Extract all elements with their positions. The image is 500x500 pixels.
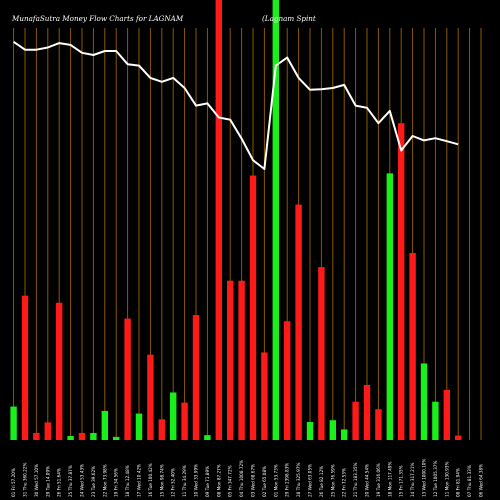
money-flow-bar bbox=[238, 280, 245, 440]
money-flow-bar bbox=[135, 413, 143, 440]
money-flow-bar bbox=[33, 432, 40, 440]
x-tick-label: 29 Tue 14.09% bbox=[45, 466, 50, 497]
money-flow-bar bbox=[352, 401, 359, 440]
x-tick-label: 08 Mon 87.27% bbox=[216, 464, 221, 497]
x-tick-label: 25 Thu 37.87% bbox=[68, 465, 73, 497]
x-tick-label: 18 Mon 117.49% bbox=[387, 462, 392, 497]
x-tick-label: 11 Thu 34.29% bbox=[182, 465, 187, 497]
x-tick-label: 05 Fri 347.72% bbox=[228, 465, 233, 497]
x-tick-label: 27 Wed 63.05% bbox=[308, 464, 313, 497]
money-flow-bar bbox=[306, 421, 314, 440]
money-flow-bar bbox=[21, 295, 29, 440]
x-tick-label: 06 Wed 64.38% bbox=[479, 464, 484, 497]
x-tick-label: 17 Wed 10.42% bbox=[137, 464, 142, 497]
x-tick-label: 22 Mon 73.98% bbox=[102, 464, 107, 497]
money-flow-bar bbox=[341, 429, 348, 440]
money-flow-bar bbox=[272, 0, 279, 440]
money-flow-bar bbox=[67, 436, 74, 440]
money-flow-bar bbox=[227, 280, 234, 440]
x-tick-label: 21 Thu 183.35% bbox=[353, 462, 358, 497]
x-tick-label: 12 Tue 1005.37% bbox=[433, 461, 438, 497]
x-tick-label: 19 Tue 316.06% bbox=[376, 463, 381, 497]
x-tick-label: 01 Mon 53.73% bbox=[273, 464, 278, 497]
money-flow-bar bbox=[386, 173, 393, 441]
x-tick-label: 15 Mon 98.74% bbox=[159, 464, 164, 497]
money-flow-bar bbox=[78, 432, 86, 440]
money-flow-bar bbox=[147, 354, 154, 440]
x-tick-label: 16 Tue 100.42% bbox=[148, 463, 153, 497]
x-tick-label: 26 Fri 51.64% bbox=[57, 468, 62, 497]
money-flow-bar bbox=[443, 389, 450, 440]
money-flow-bar bbox=[318, 267, 325, 440]
x-tick-label: 25 Mon 76.59% bbox=[330, 464, 335, 497]
money-flow-bar bbox=[44, 422, 51, 440]
x-tick-label: 04 Thu 1008.72% bbox=[239, 460, 244, 497]
money-flow-bar bbox=[215, 0, 222, 440]
money-flow-bar bbox=[284, 321, 291, 440]
money-flow-bar bbox=[10, 406, 17, 440]
money-flow-bar bbox=[363, 385, 371, 440]
money-flow-bar bbox=[329, 420, 336, 440]
x-tick-label: 29 Fri 2398.83% bbox=[285, 463, 290, 497]
x-tick-label: 24 Wed 53.43% bbox=[80, 464, 85, 497]
x-tick-label: 19 Fri 34.56% bbox=[114, 468, 119, 497]
x-tick-label: 26 Tue 82.12% bbox=[319, 466, 324, 497]
x-tick-label: 03 Wed 68.67% bbox=[251, 464, 256, 497]
x-tick-label: 18 Thu 12.48% bbox=[125, 465, 130, 497]
bars bbox=[10, 0, 462, 441]
tick-labels: 01 Fri 57.20% 31 Thu 360.22% 30 Wed 57.10%… bbox=[11, 459, 483, 497]
x-tick-label: 13 Wed 1000.10% bbox=[422, 459, 427, 497]
money-flow-bar bbox=[192, 315, 200, 440]
x-tick-label: 14 Thu 317.21% bbox=[410, 462, 415, 497]
x-tick-label: 23 Tue 39.62% bbox=[91, 466, 96, 497]
money-flow-bar bbox=[420, 363, 428, 440]
x-tick-label: 09 Tue 71.89% bbox=[205, 466, 210, 497]
x-tick-label: 02 Tue 65.08% bbox=[262, 466, 267, 497]
money-flow-bar bbox=[432, 401, 439, 440]
x-tick-label: 12 Fri 32.40% bbox=[171, 468, 176, 497]
money-flow-bar bbox=[56, 302, 63, 440]
price-line-layer bbox=[13, 40, 459, 170]
x-tick-label: 11 Mon 130.93% bbox=[444, 462, 449, 497]
money-flow-bar bbox=[204, 435, 211, 440]
money-flow-bar bbox=[375, 409, 382, 440]
money-flow-bar bbox=[249, 175, 257, 440]
money-flow-bar bbox=[170, 392, 177, 440]
x-tick-label: 28 Thu 325.97% bbox=[296, 462, 301, 497]
x-tick-label: 01 Fri 57.20% bbox=[11, 468, 16, 497]
x-tick-label: 15 Fri 171.35% bbox=[399, 465, 404, 497]
money-flow-bar bbox=[158, 419, 165, 440]
money-flow-bar bbox=[455, 435, 462, 440]
x-tick-label: 30 Wed 57.10% bbox=[34, 464, 39, 497]
x-tick-label: 22 Fri 72.53% bbox=[342, 468, 347, 497]
x-tick-label: 31 Thu 360.22% bbox=[23, 462, 28, 497]
money-flow-bar bbox=[90, 432, 97, 440]
money-flow-bar bbox=[295, 204, 302, 440]
x-tick-label: 08 Fri 81.94% bbox=[456, 468, 461, 497]
price-line bbox=[13, 40, 459, 170]
money-flow-bar bbox=[409, 253, 416, 440]
money-flow-bar bbox=[181, 402, 188, 440]
x-tick-label: 10 Wed 33.99% bbox=[194, 464, 199, 497]
money-flow-bar bbox=[398, 123, 405, 440]
x-tick-label: 07 Thu 81.33% bbox=[467, 465, 472, 497]
money-flow-bar bbox=[101, 410, 108, 440]
chart-subtitle: (Lagnam Spint bbox=[262, 14, 316, 23]
money-flow-bar bbox=[261, 352, 268, 440]
money-flow-bar bbox=[124, 318, 131, 440]
chart-title: MunafaSutra Money Flow Charts for LAGNAM bbox=[11, 14, 184, 23]
x-tick-label: 20 Wed 44.54% bbox=[365, 464, 370, 497]
money-flow-bar bbox=[113, 436, 120, 440]
